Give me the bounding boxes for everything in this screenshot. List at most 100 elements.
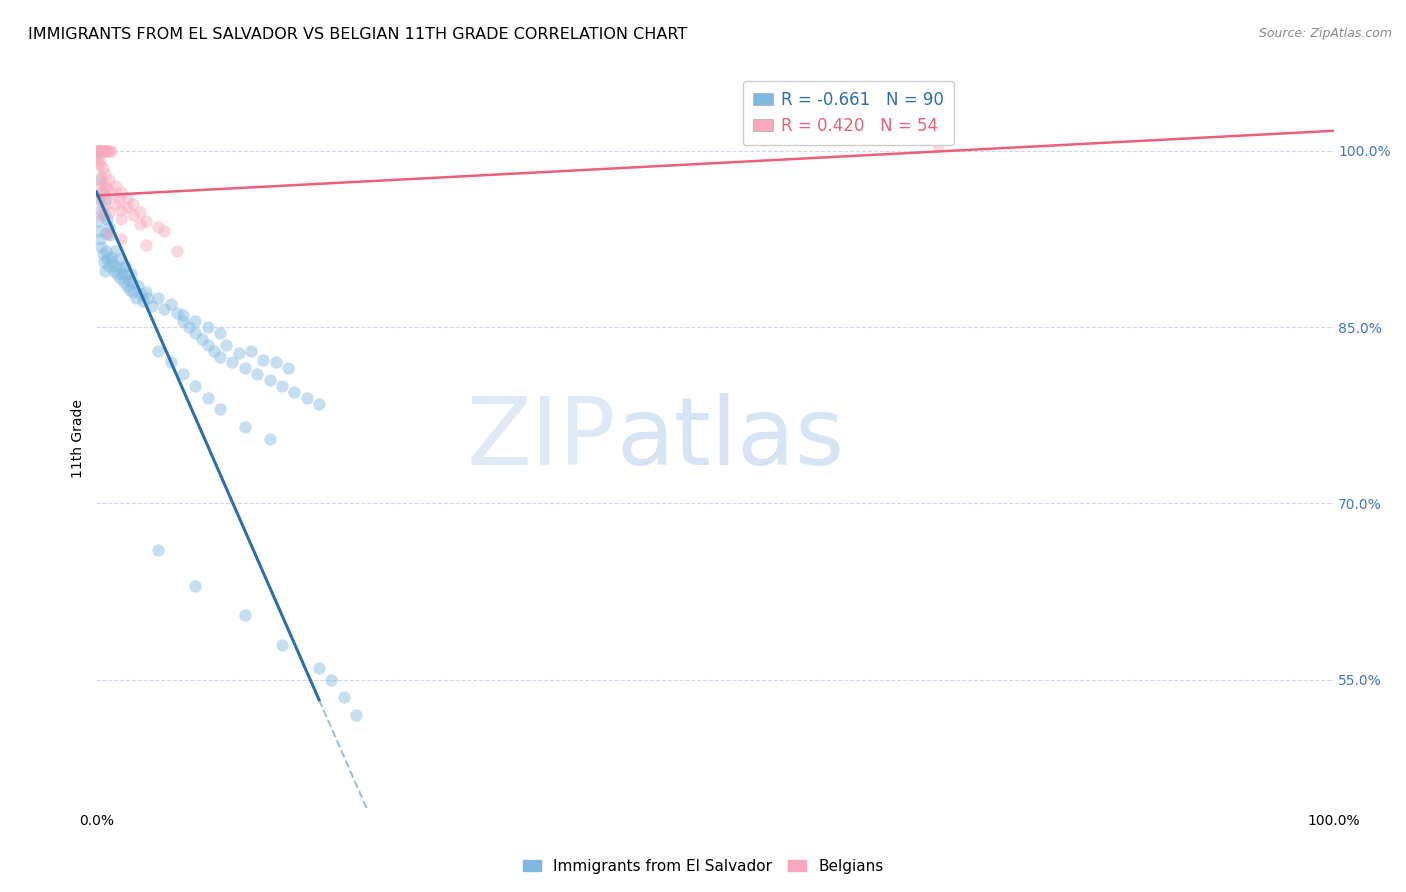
- Point: [117, 200, 139, 214]
- Point: [87, 153, 110, 168]
- Point: [128, 217, 150, 231]
- Legend: R = -0.661   N = 90, R = 0.420   N = 54: R = -0.661 N = 90, R = 0.420 N = 54: [742, 80, 955, 145]
- Point: [122, 285, 145, 299]
- Point: [148, 220, 170, 235]
- Point: [86, 214, 108, 228]
- Point: [125, 291, 148, 305]
- Point: [94, 167, 117, 181]
- Point: [93, 255, 115, 269]
- Point: [87, 193, 110, 207]
- Point: [148, 343, 170, 358]
- Point: [96, 181, 118, 195]
- Point: [136, 291, 159, 305]
- Point: [90, 144, 112, 158]
- Point: [104, 244, 127, 258]
- Point: [153, 224, 176, 238]
- Point: [121, 276, 143, 290]
- Point: [86, 155, 108, 169]
- Point: [90, 202, 112, 217]
- Point: [159, 355, 181, 369]
- Text: IMMIGRANTS FROM EL SALVADOR VS BELGIAN 11TH GRADE CORRELATION CHART: IMMIGRANTS FROM EL SALVADOR VS BELGIAN 1…: [28, 27, 688, 42]
- Point: [96, 244, 118, 258]
- Point: [283, 384, 305, 399]
- Point: [271, 638, 294, 652]
- Point: [135, 214, 157, 228]
- Point: [112, 276, 135, 290]
- Legend: Immigrants from El Salvador, Belgians: Immigrants from El Salvador, Belgians: [516, 853, 890, 880]
- Point: [122, 209, 145, 223]
- Point: [110, 185, 132, 199]
- Point: [111, 267, 134, 281]
- Point: [166, 244, 188, 258]
- Point: [97, 205, 120, 219]
- Point: [190, 332, 212, 346]
- Point: [87, 144, 110, 158]
- Point: [86, 150, 108, 164]
- Point: [98, 228, 121, 243]
- Point: [90, 240, 112, 254]
- Point: [103, 263, 125, 277]
- Point: [105, 267, 128, 281]
- Point: [96, 252, 118, 266]
- Point: [202, 343, 225, 358]
- Point: [115, 267, 138, 281]
- Point: [197, 320, 219, 334]
- Point: [128, 205, 150, 219]
- Point: [308, 396, 330, 410]
- Point: [129, 287, 152, 301]
- Point: [209, 326, 232, 340]
- Point: [209, 350, 232, 364]
- Point: [228, 346, 250, 360]
- Point: [233, 608, 256, 623]
- Point: [233, 420, 256, 434]
- Point: [110, 202, 132, 217]
- Point: [107, 252, 129, 266]
- Point: [184, 314, 207, 328]
- Point: [91, 185, 114, 199]
- Point: [94, 144, 117, 158]
- Point: [90, 144, 112, 158]
- Point: [97, 226, 120, 240]
- Text: atlas: atlas: [616, 392, 844, 484]
- Point: [96, 211, 118, 226]
- Point: [90, 144, 112, 158]
- Point: [91, 247, 114, 261]
- Point: [104, 196, 127, 211]
- Point: [89, 158, 111, 172]
- Point: [117, 279, 139, 293]
- Point: [100, 185, 122, 199]
- Point: [215, 338, 238, 352]
- Point: [259, 432, 281, 446]
- Point: [246, 367, 269, 381]
- Point: [93, 200, 115, 214]
- Point: [166, 306, 188, 320]
- Point: [94, 263, 117, 277]
- Point: [172, 367, 194, 381]
- Point: [86, 144, 108, 158]
- Point: [184, 579, 207, 593]
- Point: [108, 270, 131, 285]
- Point: [184, 326, 207, 340]
- Point: [87, 224, 110, 238]
- Point: [172, 314, 194, 328]
- Point: [259, 373, 281, 387]
- Point: [96, 144, 118, 158]
- Point: [93, 209, 115, 223]
- Point: [93, 144, 115, 158]
- Point: [197, 338, 219, 352]
- Point: [277, 361, 299, 376]
- Point: [97, 220, 120, 235]
- Point: [333, 690, 356, 705]
- Point: [101, 255, 124, 269]
- Point: [110, 261, 132, 276]
- Point: [179, 320, 201, 334]
- Point: [118, 283, 141, 297]
- Point: [96, 191, 118, 205]
- Point: [87, 191, 110, 205]
- Point: [295, 391, 318, 405]
- Point: [141, 299, 163, 313]
- Point: [93, 177, 115, 191]
- Point: [308, 661, 330, 675]
- Point: [197, 391, 219, 405]
- Point: [90, 169, 112, 184]
